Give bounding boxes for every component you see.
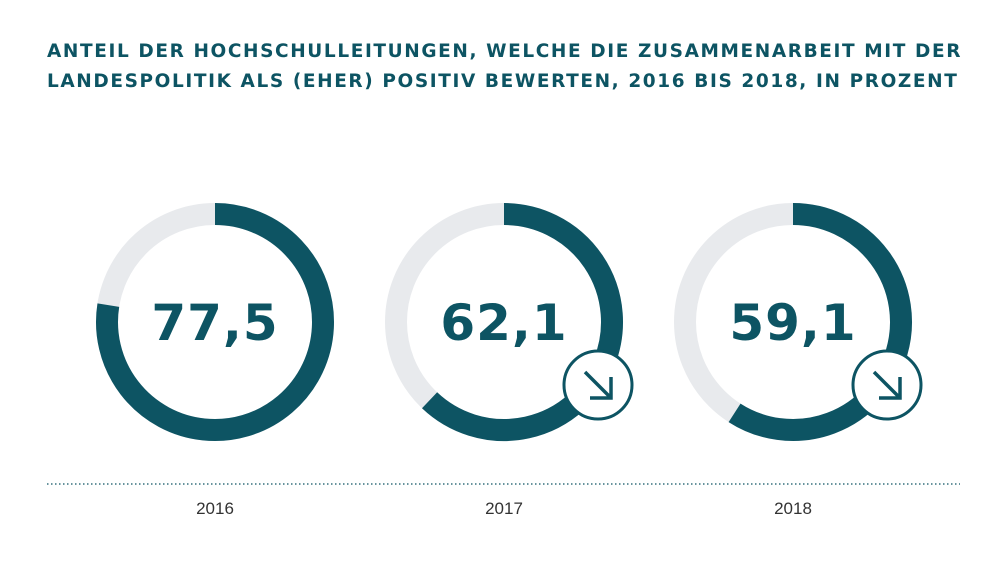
year-label-2016: 2016 xyxy=(196,499,234,518)
value-label-2017: 62,1 xyxy=(440,294,567,352)
arrow-down-right-icon xyxy=(562,349,634,421)
value-label-2018: 59,1 xyxy=(729,294,856,352)
chart-title: ANTEIL DER HOCHSCHULLEITUNGEN, WELCHE DI… xyxy=(47,37,967,97)
arrow-down-right-icon xyxy=(851,349,923,421)
chart-title-line-1: ANTEIL DER HOCHSCHULLEITUNGEN, WELCHE DI… xyxy=(47,41,963,62)
year-label-2017: 2017 xyxy=(485,499,523,518)
donut-segment-2016 xyxy=(96,203,334,441)
chart-title-line-2: LANDESPOLITIK ALS (EHER) POSITIV BEWERTE… xyxy=(47,71,959,92)
year-label-2018: 2018 xyxy=(774,499,812,518)
value-label-2016: 77,5 xyxy=(151,294,278,352)
